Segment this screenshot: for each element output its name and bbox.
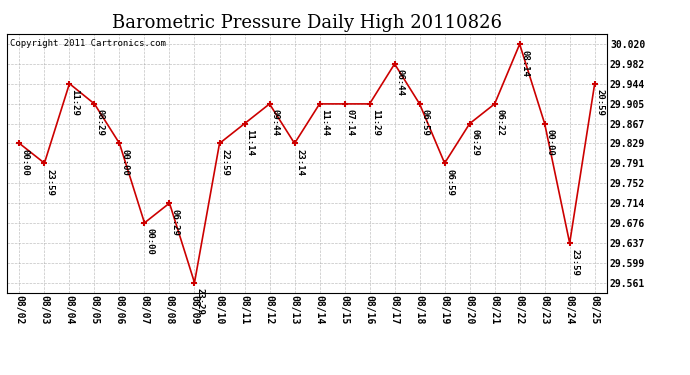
Text: 11:44: 11:44 xyxy=(321,110,330,136)
Text: 06:29: 06:29 xyxy=(471,129,480,156)
Title: Barometric Pressure Daily High 20110826: Barometric Pressure Daily High 20110826 xyxy=(112,14,502,32)
Text: 11:29: 11:29 xyxy=(371,110,380,136)
Text: 23:29: 23:29 xyxy=(195,288,204,315)
Text: 08:14: 08:14 xyxy=(521,50,530,76)
Text: 06:59: 06:59 xyxy=(421,110,430,136)
Text: 11:29: 11:29 xyxy=(70,89,79,116)
Text: 00:00: 00:00 xyxy=(121,149,130,176)
Text: 07:14: 07:14 xyxy=(346,110,355,136)
Text: 00:00: 00:00 xyxy=(21,149,30,176)
Text: 20:59: 20:59 xyxy=(595,89,604,116)
Text: 23:59: 23:59 xyxy=(571,249,580,276)
Text: 06:22: 06:22 xyxy=(495,110,504,136)
Text: 00:00: 00:00 xyxy=(146,228,155,255)
Text: 09:44: 09:44 xyxy=(270,110,279,136)
Text: 06:29: 06:29 xyxy=(170,209,179,236)
Text: 23:59: 23:59 xyxy=(46,169,55,195)
Text: 11:14: 11:14 xyxy=(246,129,255,156)
Text: 06:59: 06:59 xyxy=(446,169,455,195)
Text: 22:59: 22:59 xyxy=(221,149,230,176)
Text: 06:44: 06:44 xyxy=(395,69,404,96)
Text: 08:29: 08:29 xyxy=(95,110,104,136)
Text: Copyright 2011 Cartronics.com: Copyright 2011 Cartronics.com xyxy=(10,39,166,48)
Text: 23:14: 23:14 xyxy=(295,149,304,176)
Text: 00:00: 00:00 xyxy=(546,129,555,156)
